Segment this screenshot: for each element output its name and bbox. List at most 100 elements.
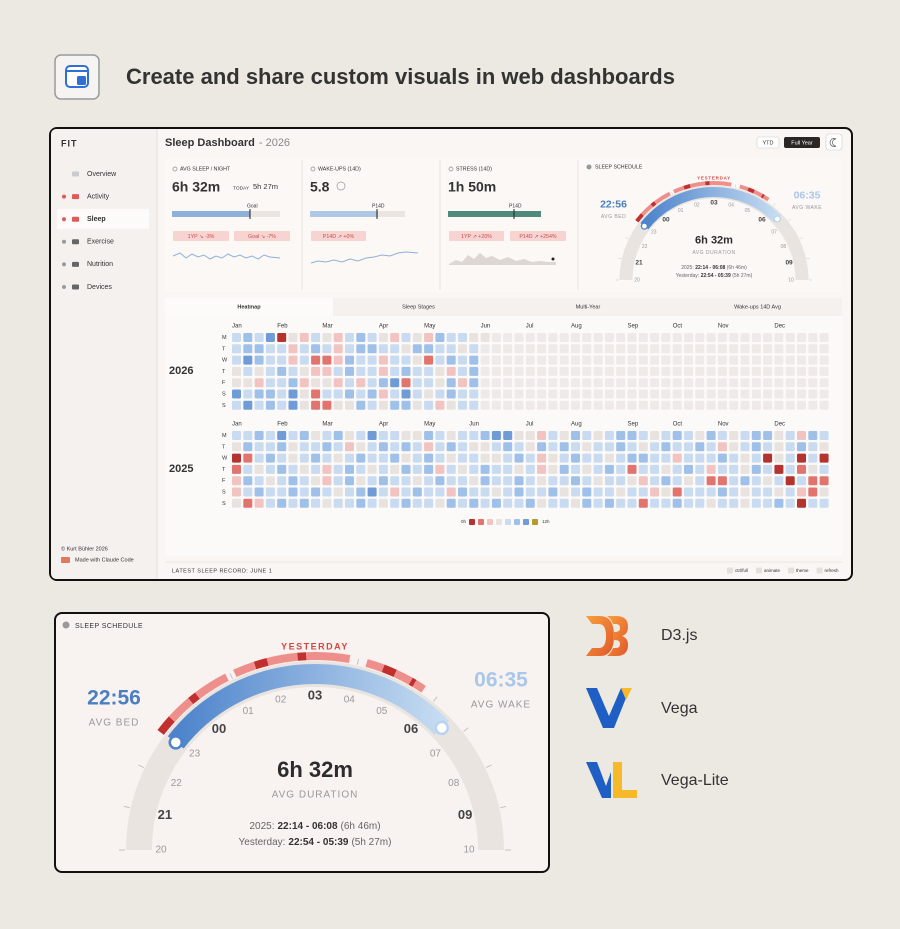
heatmap-cell[interactable] — [390, 442, 400, 452]
heatmap-cell[interactable] — [367, 487, 377, 497]
tab[interactable]: Wake-ups 14D Avg — [734, 304, 781, 310]
heatmap-cell[interactable] — [729, 464, 739, 474]
heatmap-cell[interactable] — [277, 400, 287, 410]
heatmap-cell[interactable] — [412, 344, 422, 354]
heatmap-cell[interactable] — [491, 476, 501, 486]
nav-item[interactable]: Nutrition — [87, 261, 113, 268]
heatmap-cell[interactable] — [356, 378, 366, 388]
heatmap-cell[interactable] — [243, 366, 253, 376]
heatmap-cell[interactable] — [277, 355, 287, 365]
heatmap-cell[interactable] — [650, 498, 660, 508]
heatmap-cell[interactable] — [706, 453, 716, 463]
heatmap-cell[interactable] — [819, 431, 829, 440]
heatmap-cell[interactable] — [378, 487, 388, 497]
heatmap-cell[interactable] — [345, 378, 354, 388]
heatmap-cell[interactable] — [311, 378, 321, 388]
heatmap-cell[interactable] — [311, 476, 321, 486]
heatmap-cell[interactable] — [729, 431, 739, 440]
heatmap-cell[interactable] — [333, 442, 343, 452]
heatmap-cell[interactable] — [299, 400, 309, 410]
heatmap-cell[interactable] — [819, 464, 829, 474]
heatmap-cell[interactable] — [661, 487, 671, 497]
heatmap-cell[interactable] — [638, 498, 648, 508]
heatmap-cell[interactable] — [458, 355, 467, 365]
heatmap-cell[interactable] — [751, 476, 761, 486]
heatmap-cell[interactable] — [367, 498, 377, 508]
heatmap-cell[interactable] — [672, 431, 682, 440]
heatmap-cell[interactable] — [345, 498, 354, 508]
heatmap-cell[interactable] — [378, 476, 388, 486]
heatmap-cell[interactable] — [435, 431, 445, 440]
heatmap-cell[interactable] — [661, 464, 671, 474]
heatmap-cell[interactable] — [424, 476, 434, 486]
heatmap-cell[interactable] — [424, 498, 434, 508]
heatmap-cell[interactable] — [706, 476, 716, 486]
heatmap-cell[interactable] — [311, 431, 321, 440]
heatmap-cell[interactable] — [435, 333, 445, 342]
heatmap-cell[interactable] — [345, 400, 354, 410]
heatmap-cell[interactable] — [243, 355, 253, 365]
heatmap-cell[interactable] — [265, 389, 275, 399]
heatmap-cell[interactable] — [277, 344, 287, 354]
heatmap-cell[interactable] — [751, 487, 761, 497]
heatmap-cell[interactable] — [390, 476, 400, 486]
heatmap-cell[interactable] — [537, 442, 547, 452]
heatmap-cell[interactable] — [469, 333, 479, 342]
heatmap-cell[interactable] — [345, 355, 354, 365]
heatmap-cell[interactable] — [232, 498, 241, 508]
heatmap-cell[interactable] — [356, 464, 366, 474]
tab-active[interactable] — [165, 298, 333, 316]
heatmap-cell[interactable] — [322, 355, 332, 365]
heatmap-cell[interactable] — [582, 442, 592, 452]
heatmap-cell[interactable] — [537, 453, 547, 463]
heatmap-cell[interactable] — [469, 355, 479, 365]
heatmap-cell[interactable] — [311, 487, 321, 497]
heatmap-cell[interactable] — [695, 464, 705, 474]
heatmap-cell[interactable] — [333, 431, 343, 440]
heatmap-cell[interactable] — [480, 476, 490, 486]
heatmap-cell[interactable] — [345, 389, 354, 399]
heatmap-cell[interactable] — [254, 389, 264, 399]
heatmap-cell[interactable] — [740, 431, 750, 440]
heatmap-cell[interactable] — [525, 498, 535, 508]
heatmap-cell[interactable] — [322, 389, 332, 399]
heatmap-cell[interactable] — [717, 487, 727, 497]
heatmap-cell[interactable] — [446, 366, 456, 376]
heatmap-cell[interactable] — [774, 498, 784, 508]
heatmap-cell[interactable] — [638, 487, 648, 497]
heatmap-cell[interactable] — [638, 453, 648, 463]
heatmap-cell[interactable] — [401, 333, 411, 342]
heatmap-cell[interactable] — [548, 431, 558, 440]
heatmap-cell[interactable] — [571, 498, 580, 508]
heatmap-cell[interactable] — [729, 476, 739, 486]
heatmap-cell[interactable] — [435, 464, 445, 474]
heatmap-cell[interactable] — [254, 400, 264, 410]
heatmap-cell[interactable] — [672, 464, 682, 474]
heatmap-cell[interactable] — [729, 442, 739, 452]
heatmap-cell[interactable] — [311, 400, 321, 410]
heatmap-cell[interactable] — [401, 431, 411, 440]
heatmap-cell[interactable] — [401, 464, 411, 474]
heatmap-cell[interactable] — [333, 487, 343, 497]
heatmap-cell[interactable] — [808, 453, 818, 463]
heatmap-cell[interactable] — [616, 487, 626, 497]
heatmap-cell[interactable] — [333, 389, 343, 399]
heatmap-cell[interactable] — [311, 389, 321, 399]
heatmap-cell[interactable] — [424, 344, 434, 354]
nav-item[interactable]: Overview — [87, 171, 117, 178]
heatmap-cell[interactable] — [548, 464, 558, 474]
heatmap-cell[interactable] — [412, 355, 422, 365]
heatmap-cell[interactable] — [232, 453, 241, 463]
heatmap-cell[interactable] — [299, 498, 309, 508]
heatmap-cell[interactable] — [277, 366, 287, 376]
heatmap-cell[interactable] — [684, 464, 693, 474]
heatmap-cell[interactable] — [288, 442, 298, 452]
nav-item[interactable]: Sleep — [87, 216, 106, 223]
heatmap-cell[interactable] — [458, 344, 467, 354]
heatmap-cell[interactable] — [435, 442, 445, 452]
heatmap-cell[interactable] — [763, 498, 773, 508]
heatmap-cell[interactable] — [446, 378, 456, 388]
heatmap-cell[interactable] — [243, 476, 253, 486]
heatmap-cell[interactable] — [627, 453, 637, 463]
heatmap-cell[interactable] — [401, 389, 411, 399]
